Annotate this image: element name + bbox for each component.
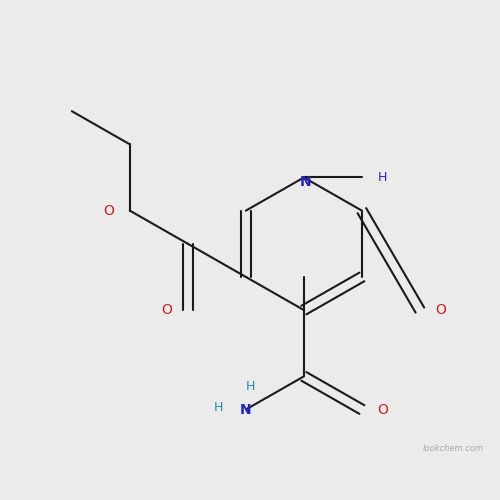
Text: N: N — [240, 402, 252, 416]
Text: lookchem.com: lookchem.com — [422, 444, 484, 453]
Text: O: O — [103, 204, 114, 218]
Text: H: H — [246, 380, 254, 393]
Text: O: O — [378, 402, 388, 416]
Text: H: H — [214, 401, 224, 414]
Text: O: O — [161, 303, 172, 317]
Text: N: N — [300, 174, 312, 188]
Text: H: H — [378, 171, 387, 184]
Text: O: O — [436, 303, 446, 317]
